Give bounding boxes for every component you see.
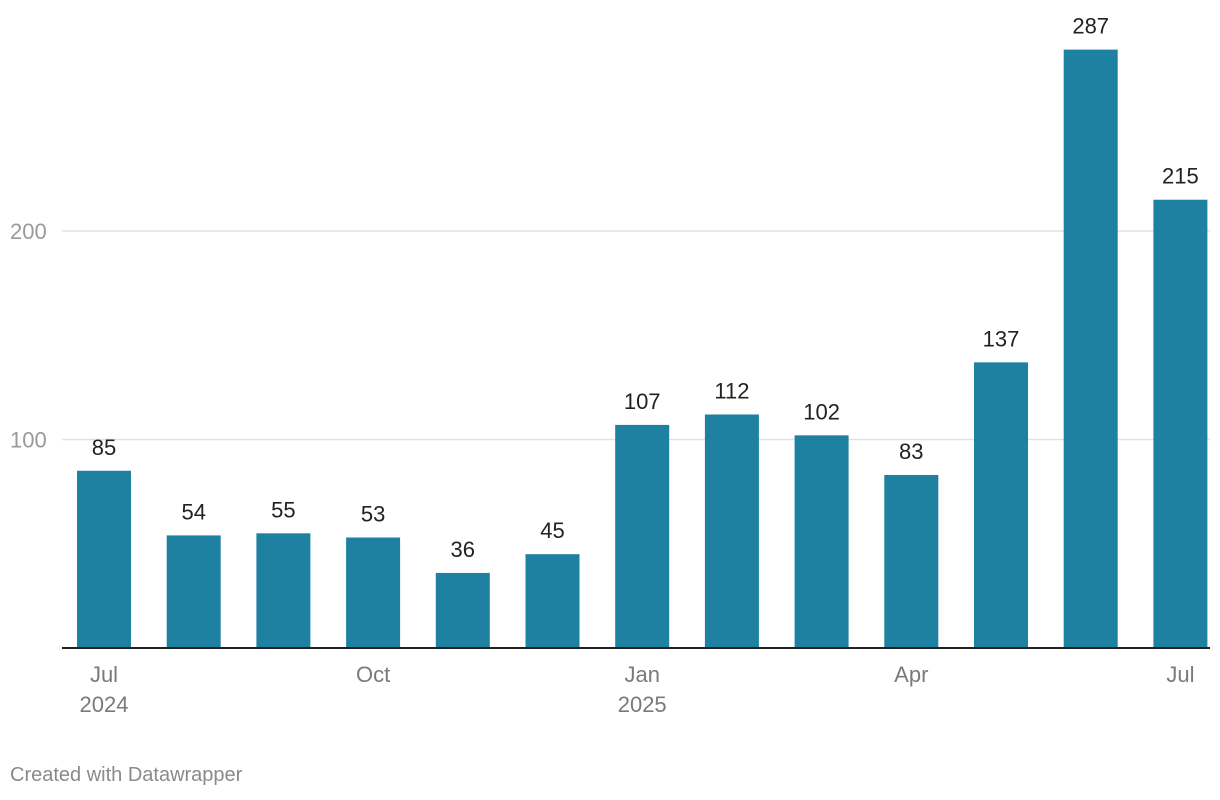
value-label: 45 xyxy=(540,518,564,543)
value-labels: 85 54 55 53 36 45 107 112 102 83 137 287 215 xyxy=(92,14,1199,562)
value-label: 215 xyxy=(1162,164,1199,189)
bar-2025-06 xyxy=(1063,49,1118,649)
x-tick-month: Jul xyxy=(1166,662,1194,687)
bar-2024-12 xyxy=(525,554,580,648)
value-label: 54 xyxy=(181,499,205,524)
value-label: 53 xyxy=(361,501,385,526)
bar-2024-10 xyxy=(346,537,401,648)
bar-2025-02 xyxy=(704,414,759,648)
value-label: 85 xyxy=(92,435,116,460)
x-tick-month: Oct xyxy=(356,662,390,687)
bar-2024-11 xyxy=(435,572,490,648)
bar-2025-04 xyxy=(884,474,939,648)
value-label: 137 xyxy=(983,326,1020,351)
x-tick-month: Jul xyxy=(90,662,118,687)
bar-2024-09 xyxy=(256,533,311,648)
value-label: 36 xyxy=(451,537,475,562)
bar-2025-03 xyxy=(794,435,849,648)
datawrapper-credit: Created with Datawrapper xyxy=(10,764,243,786)
bar-2024-08 xyxy=(166,535,221,648)
bar-2025-05 xyxy=(974,362,1028,648)
value-label: 55 xyxy=(271,497,295,522)
x-tick-year: 2025 xyxy=(618,692,667,717)
value-label: 107 xyxy=(624,389,661,414)
y-tick-label: 200 xyxy=(10,219,47,244)
x-tick-year: 2024 xyxy=(80,692,129,717)
x-tick-month: Jan xyxy=(624,662,659,687)
bars xyxy=(77,49,1208,649)
bar-2025-01 xyxy=(615,424,670,648)
value-label: 112 xyxy=(714,378,749,403)
y-tick-label: 100 xyxy=(10,428,47,453)
axes: 100 200 Jul 2024 Oct Jan 2025 Apr Jul xyxy=(10,219,1210,717)
value-label: 83 xyxy=(899,439,923,464)
value-label: 102 xyxy=(803,399,840,424)
bar-2025-07 xyxy=(1153,199,1208,648)
bar-2024-07 xyxy=(77,470,131,648)
value-label: 287 xyxy=(1072,14,1109,39)
x-tick-month: Apr xyxy=(894,662,928,687)
